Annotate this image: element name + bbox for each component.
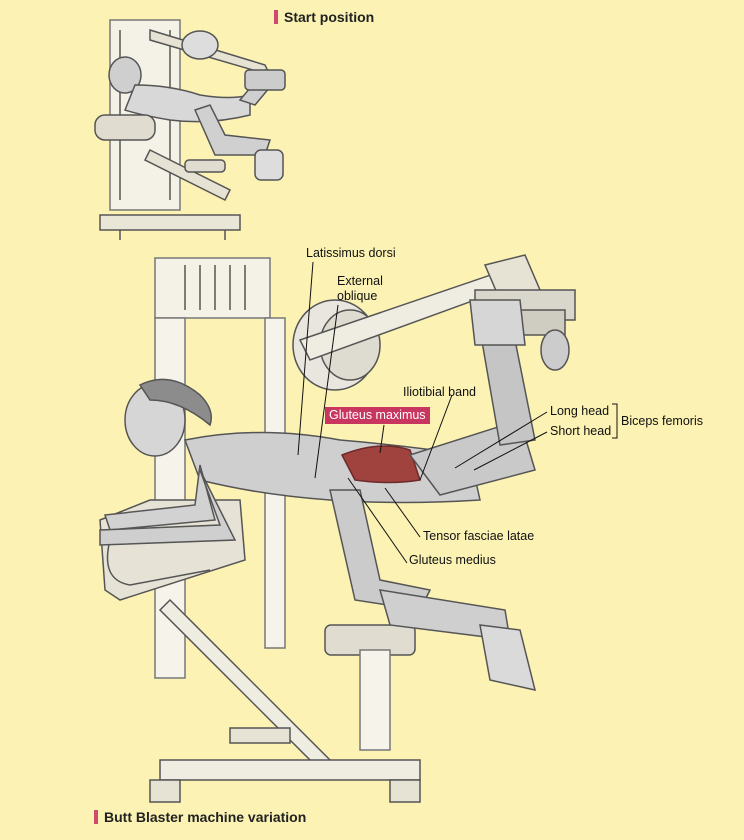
iliotibial-band-label: Iliotibial band: [403, 385, 476, 399]
short-head-label: Short head: [550, 424, 612, 438]
gluteus-medius-label: Gluteus medius: [409, 553, 496, 567]
external-oblique-label-line1: External: [337, 274, 383, 288]
leader-lines: [297, 261, 618, 564]
tensor-fasciae-latae-label: Tensor fasciae latae: [423, 529, 535, 543]
heading-marker: [274, 10, 278, 24]
start-position-figure: [94, 19, 286, 240]
external-oblique-label-line2: oblique: [337, 289, 378, 303]
long-head-label: Long head: [550, 404, 610, 418]
variation-heading: Butt Blaster machine variation: [94, 809, 306, 825]
biceps-femoris-label: Biceps femoris: [621, 414, 703, 428]
start-position-title: Start position: [284, 9, 375, 25]
latissimus-dorsi-label: Latissimus dorsi: [306, 246, 396, 260]
start-position-heading: Start position: [274, 9, 374, 25]
variation-title: Butt Blaster machine variation: [104, 809, 307, 825]
heading-marker: [94, 810, 98, 824]
gluteus-maximus-label: Gluteus maximus: [325, 407, 430, 424]
